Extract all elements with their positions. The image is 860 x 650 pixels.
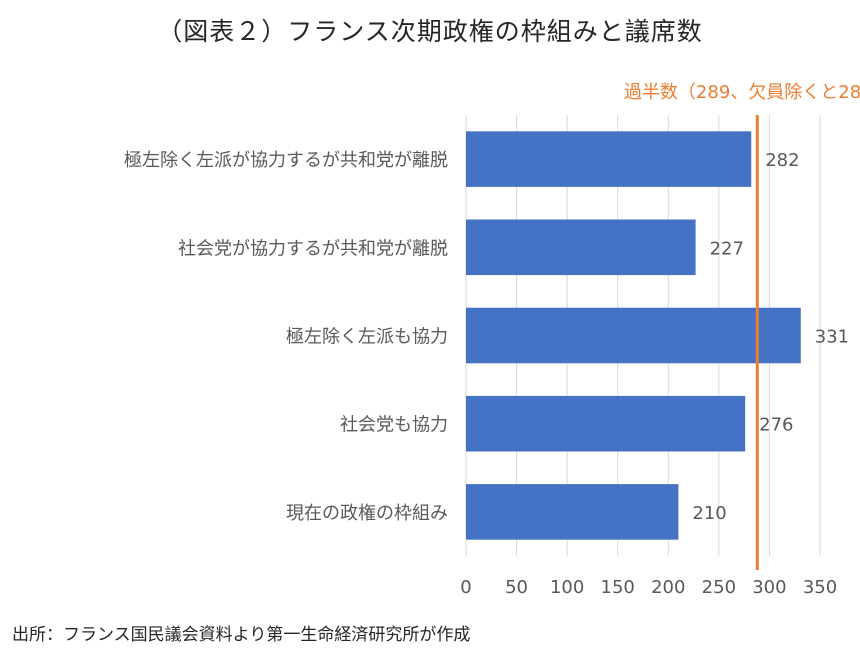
category-label: 社会党が協力するが共和党が離脱 — [178, 238, 448, 259]
majority-reference-label: 過半数（289、欠員除くと288） — [624, 82, 860, 103]
bars — [466, 131, 801, 540]
x-tick-label: 50 — [505, 577, 528, 598]
reference-line-group: 過半数（289、欠員除くと288） — [624, 82, 860, 570]
source-note: 出所：フランス国民議会資料より第一生命経済研究所が作成 — [12, 625, 471, 645]
bar — [466, 484, 679, 540]
x-tick-label: 150 — [601, 577, 635, 598]
value-label: 210 — [692, 503, 726, 524]
x-tick-label: 250 — [702, 577, 736, 598]
category-label: 現在の政権の枠組み — [286, 503, 448, 524]
category-label: 社会党も協力 — [340, 415, 448, 436]
category-label: 極左除く左派も協力 — [286, 327, 448, 348]
category-label: 極左除く左派が協力するが共和党が離脱 — [124, 150, 448, 171]
value-label: 282 — [765, 150, 799, 171]
value-label: 276 — [759, 415, 793, 436]
bar — [466, 131, 752, 187]
x-tick-label: 0 — [460, 577, 471, 598]
x-tick-label: 300 — [752, 577, 786, 598]
value-label: 331 — [815, 327, 849, 348]
bar — [466, 219, 696, 276]
chart-title: （図表２）フランス次期政権の枠組みと議席数 — [157, 17, 703, 46]
value-label: 227 — [710, 238, 744, 259]
labels: 0 50 100 150 200 250 300 350 極左除く左派が協力するが共和党が離脱 2… — [124, 150, 849, 598]
bar — [466, 307, 801, 364]
x-tick-label: 200 — [651, 577, 685, 598]
x-tick-label: 350 — [803, 577, 837, 598]
bar — [466, 395, 746, 452]
x-tick-label: 100 — [550, 577, 584, 598]
